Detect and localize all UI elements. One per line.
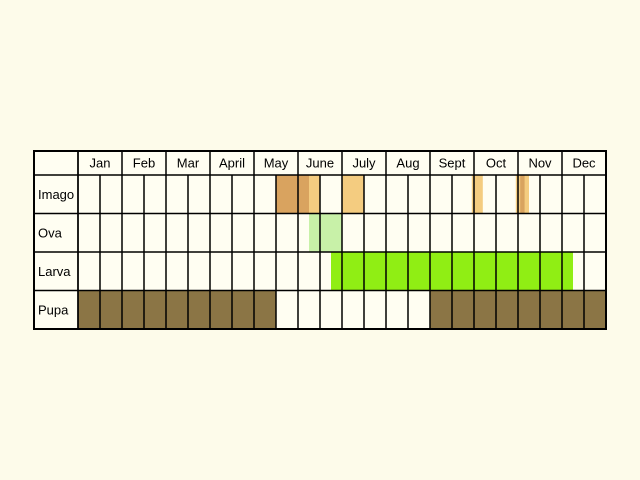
stage-label-pupa: Pupa bbox=[38, 302, 69, 317]
month-label-may: May bbox=[264, 156, 289, 171]
period-bar-imago-5 bbox=[520, 175, 525, 214]
month-label-april: April bbox=[219, 156, 245, 171]
stage-label-ova: Ova bbox=[38, 225, 63, 240]
month-label-jan: Jan bbox=[90, 156, 111, 171]
period-bar-pupa-0 bbox=[78, 290, 276, 329]
period-bar-imago-1 bbox=[309, 175, 320, 214]
table-border bbox=[33, 150, 607, 330]
month-label-aug: Aug bbox=[396, 156, 419, 171]
stage-label-larva: Larva bbox=[38, 264, 71, 279]
period-bar-imago-3 bbox=[471, 175, 483, 214]
month-label-oct: Oct bbox=[486, 156, 507, 171]
month-label-feb: Feb bbox=[133, 156, 155, 171]
period-bar-imago-2 bbox=[342, 175, 364, 214]
month-label-mar: Mar bbox=[177, 156, 200, 171]
month-label-july: July bbox=[352, 156, 376, 171]
month-label-dec: Dec bbox=[572, 156, 596, 171]
period-bar-ova-0 bbox=[309, 213, 342, 252]
period-bar-imago-0 bbox=[276, 175, 309, 214]
month-label-june: June bbox=[306, 156, 334, 171]
stage-label-imago: Imago bbox=[38, 187, 74, 202]
month-label-sept: Sept bbox=[439, 156, 466, 171]
month-label-nov: Nov bbox=[528, 156, 552, 171]
